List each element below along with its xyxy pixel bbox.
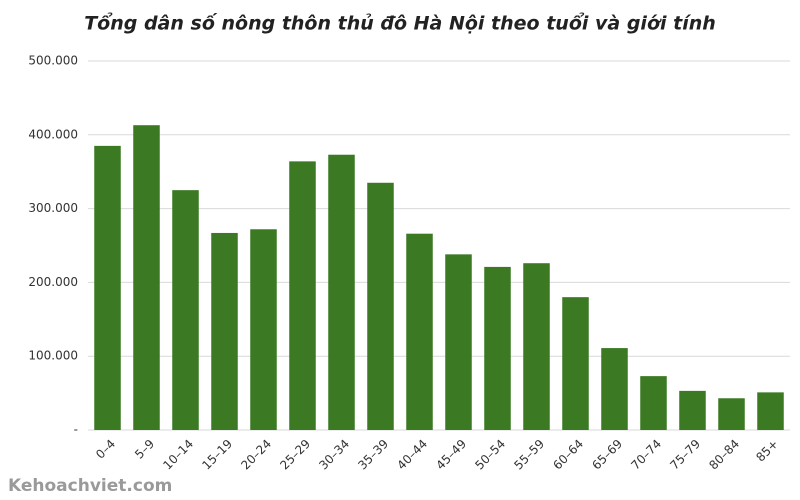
bar <box>445 254 472 430</box>
x-tick-label: 10–14 <box>160 437 196 473</box>
bar <box>679 390 706 430</box>
y-tick-label: 400.000 <box>28 127 78 141</box>
x-tick-label: 15–19 <box>199 437 235 473</box>
chart-title: Tổng dân số nông thôn thủ đô Hà Nội theo… <box>84 12 716 35</box>
bar <box>328 154 355 430</box>
y-tick-label: 100.000 <box>28 349 78 363</box>
x-tick-label: 20–24 <box>238 437 274 473</box>
bar <box>562 297 589 430</box>
x-tick-label: 85+ <box>753 437 781 465</box>
y-tick-label: 500.000 <box>28 54 78 68</box>
x-tick-label: 50–54 <box>472 437 508 473</box>
x-tick-label: 30–34 <box>316 437 352 473</box>
x-tick-label: 60–64 <box>550 437 586 473</box>
y-tick-label: 300.000 <box>28 201 78 215</box>
x-tick-label: 55–59 <box>511 437 547 473</box>
x-tick-label: 45–49 <box>433 437 469 473</box>
bar <box>367 182 394 430</box>
x-tick-label: 25–29 <box>277 437 313 473</box>
bar <box>250 229 277 430</box>
y-tick-label: - <box>74 423 78 437</box>
x-tick-label: 5–9 <box>132 437 157 462</box>
y-tick-label: 200.000 <box>28 275 78 289</box>
bar <box>718 398 745 430</box>
bar <box>601 348 628 430</box>
bar <box>757 392 784 430</box>
bar <box>484 266 511 430</box>
bar <box>406 233 433 430</box>
x-tick-label: 65–69 <box>589 437 625 473</box>
bar <box>523 263 550 430</box>
x-tick-label: 75–79 <box>667 437 703 473</box>
x-tick-label: 70–74 <box>628 437 664 473</box>
x-tick-label: 40–44 <box>394 437 430 473</box>
bar <box>289 161 316 431</box>
bar <box>133 125 160 431</box>
bar <box>94 145 121 430</box>
x-tick-label: 80–84 <box>706 437 742 473</box>
bar <box>172 190 199 430</box>
watermark: Kehoachviet.com <box>8 476 172 496</box>
bar <box>640 376 667 430</box>
x-tick-label: 0–4 <box>93 437 118 462</box>
bar <box>211 232 238 430</box>
x-tick-label: 35–39 <box>355 437 391 473</box>
